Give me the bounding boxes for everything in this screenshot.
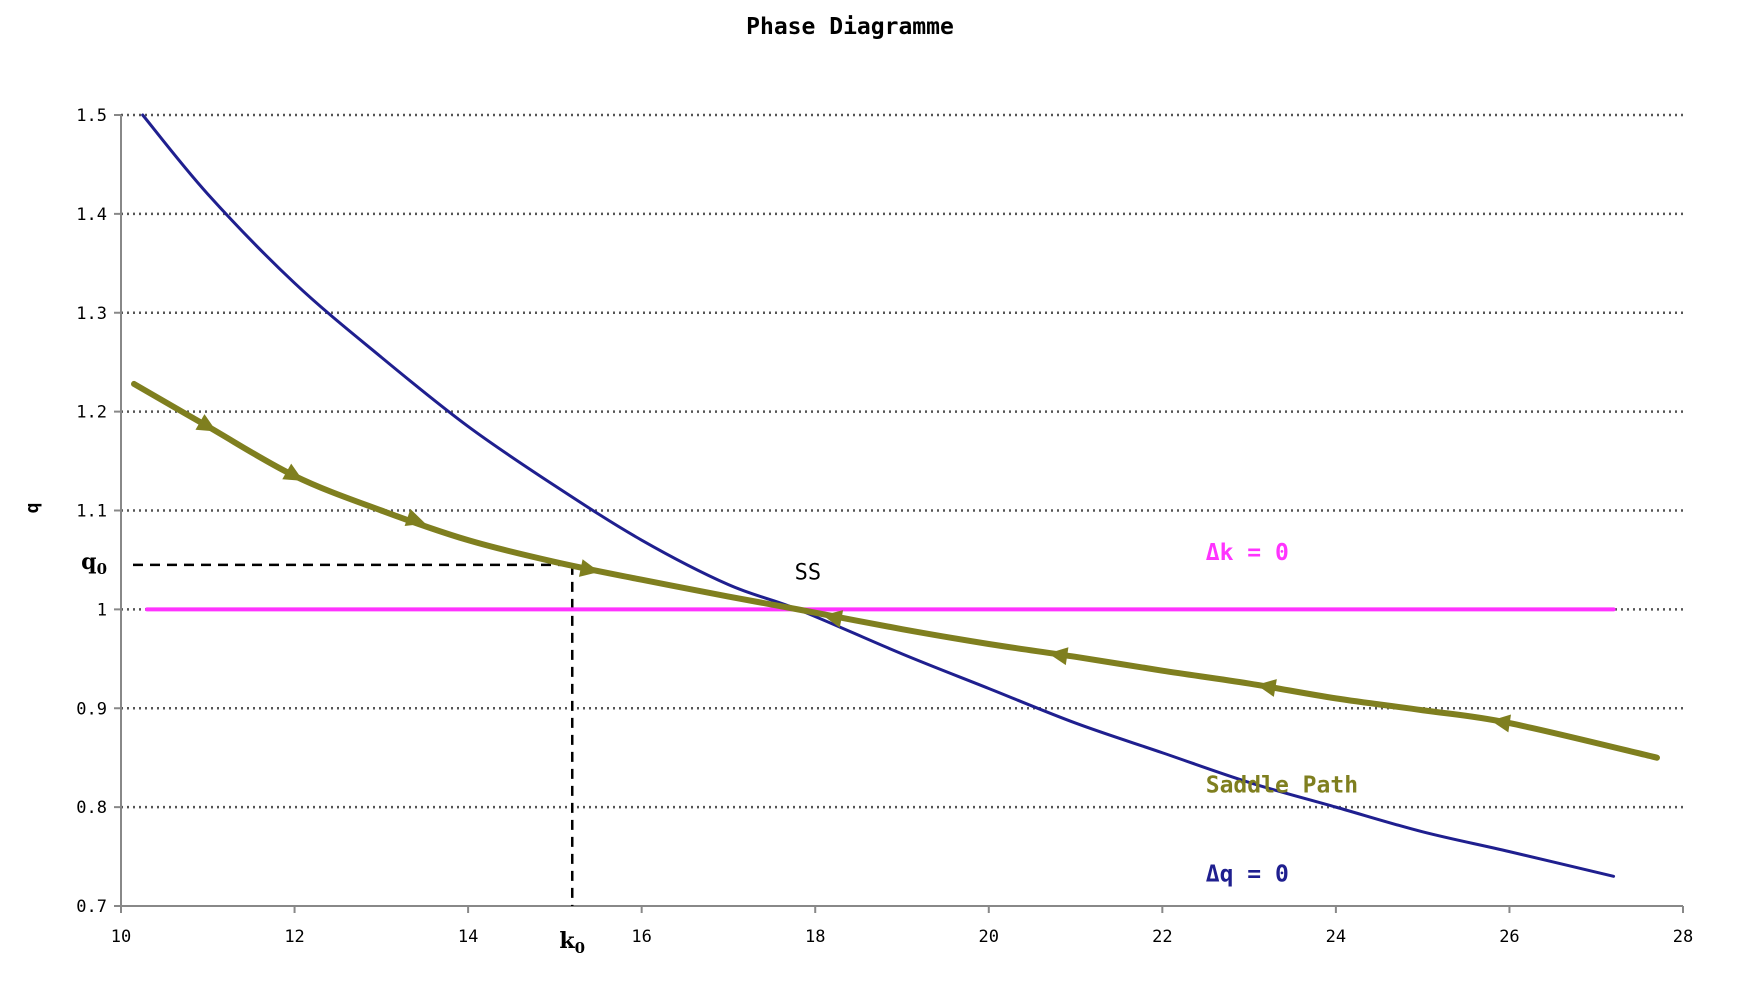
chart-title: Phase Diagramme [746, 14, 954, 40]
x-tick-label: 16 [631, 927, 651, 947]
y-tick-label: 1.2 [76, 403, 107, 423]
k0-main: k [559, 928, 575, 954]
q0-label: q0 [81, 549, 107, 578]
q0-main: q [81, 549, 96, 575]
k0-label: k0 [559, 928, 585, 957]
saddle-arrow [282, 463, 304, 481]
x-tick-label: 14 [458, 927, 478, 947]
y-tick-label: 0.7 [76, 897, 107, 917]
q0-sub: 0 [97, 560, 107, 578]
gridlines [121, 113, 1683, 809]
x-tick-label: 12 [284, 927, 304, 947]
saddle-path-arrows [195, 414, 1511, 733]
x-tick-label: 10 [111, 927, 131, 947]
saddle-arrow [1048, 647, 1069, 666]
saddle-arrow [1490, 714, 1511, 733]
saddle-arrow [578, 559, 600, 577]
x-tick-label: 28 [1673, 927, 1693, 947]
saddle-arrow [1256, 679, 1277, 697]
y-tick-label: 1.5 [76, 106, 107, 126]
k0-q0-guides [133, 563, 574, 906]
saddle-arrow [195, 414, 217, 432]
saddle-path-curve [131, 380, 1660, 761]
x-tick-label: 20 [979, 927, 999, 947]
y-tick-label: 1 [97, 600, 107, 620]
saddle-path-label: Saddle Path [1206, 772, 1358, 798]
saddle-arrow [822, 610, 844, 628]
y-tick-label: 1.1 [76, 502, 107, 522]
series-lines [131, 113, 1660, 878]
y-tick-label: 1.4 [76, 205, 107, 225]
y-tick-label: 0.9 [76, 699, 107, 719]
steady-state-label: SS [795, 561, 822, 586]
y-tick-label: 1.3 [76, 304, 107, 324]
delta-q-label: Δq = 0 [1206, 861, 1289, 887]
x-tick-label: 26 [1499, 927, 1519, 947]
annotations: SS Δk = 0 Saddle Path Δq = 0 q0 k0 [81, 540, 1358, 957]
x-tick-label: 24 [1326, 927, 1346, 947]
delta-k-label: Δk = 0 [1206, 540, 1289, 566]
axes: 0.7 0.8 0.9 1 1.1 1.2 1.3 1.4 1.5 10 12 14 16 18 20 22 2… [76, 106, 1693, 947]
delta-q-curve [141, 113, 1616, 878]
k0-sub: 0 [575, 939, 585, 957]
saddle-arrow [404, 508, 426, 526]
x-tick-label: 18 [805, 927, 825, 947]
x-tick-label: 22 [1152, 927, 1172, 947]
y-axis-label: q [22, 503, 43, 514]
y-tick-label: 0.8 [76, 798, 107, 818]
